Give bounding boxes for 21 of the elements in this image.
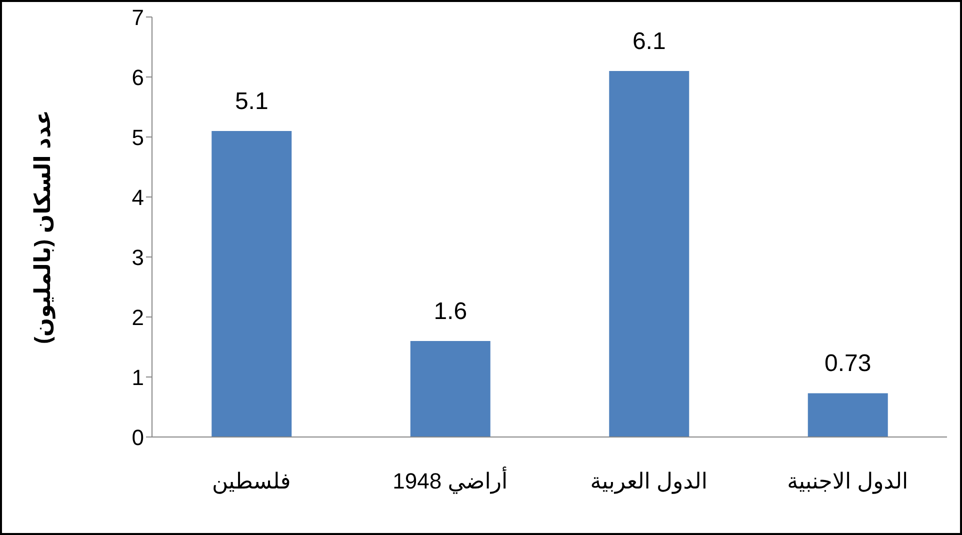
data-label: 1.6 xyxy=(434,298,468,325)
y-tick-label: 6 xyxy=(132,64,144,90)
y-tick-label: 4 xyxy=(132,184,144,210)
data-label: 6.1 xyxy=(632,28,666,55)
x-tick-label: الدول الاجنبية xyxy=(787,468,908,495)
data-label: 0.73 xyxy=(824,350,872,378)
y-tick-label: 5 xyxy=(132,124,144,150)
y-tick-label: 1 xyxy=(132,364,144,390)
x-tick-label: الدول العربية xyxy=(590,468,708,495)
x-tick-label: أراضي 1948 xyxy=(392,466,508,495)
y-tick-label: 2 xyxy=(132,304,144,330)
y-axis-title: عدد السكان (بالمليون) xyxy=(30,110,56,344)
bar xyxy=(212,131,292,437)
data-label: 5.1 xyxy=(234,88,268,115)
bar xyxy=(808,393,888,437)
y-tick-label: 3 xyxy=(132,244,144,270)
x-tick-label: فلسطين xyxy=(212,468,291,495)
y-tick-label: 7 xyxy=(132,4,144,30)
bar xyxy=(410,341,490,437)
y-tick-label: 0 xyxy=(132,424,144,450)
bar xyxy=(609,71,690,437)
